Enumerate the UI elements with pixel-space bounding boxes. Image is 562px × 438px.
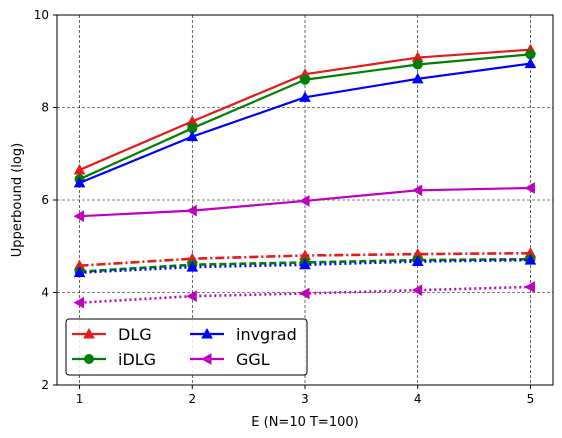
series-point xyxy=(524,57,537,69)
y-tick-label: 8 xyxy=(41,101,49,115)
x-tick-label: 4 xyxy=(414,392,422,406)
series-point xyxy=(73,266,86,278)
series-point xyxy=(412,59,423,70)
series-point xyxy=(524,254,537,265)
x-tick-label: 2 xyxy=(188,392,196,406)
legend-marker xyxy=(200,353,212,365)
series-7 xyxy=(73,281,535,309)
legend-marker xyxy=(84,354,94,364)
series-point xyxy=(73,176,86,188)
series-point xyxy=(186,204,197,217)
series-6 xyxy=(73,254,537,278)
legend-label: DLG xyxy=(118,325,152,344)
series-point xyxy=(186,261,199,272)
legend-marker xyxy=(201,327,213,339)
series-point xyxy=(524,182,535,194)
legend-marker xyxy=(83,327,95,339)
ticks: 1 2 3 4 5 2 4 6 8 10 xyxy=(34,8,535,406)
legend-label: iDLG xyxy=(118,350,156,369)
legend: DLG iDLG invgrad GGL xyxy=(65,318,308,376)
series-point xyxy=(186,130,199,142)
x-axis-label: E (N=10 T=100) xyxy=(251,415,358,430)
legend-box xyxy=(65,318,308,376)
series-point xyxy=(524,281,535,293)
x-tick-label: 1 xyxy=(76,392,84,406)
y-tick-label: 4 xyxy=(41,286,49,300)
series-2 xyxy=(73,57,537,188)
series-point xyxy=(525,49,536,60)
series-point xyxy=(73,163,86,175)
series-point xyxy=(300,74,310,85)
series-3 xyxy=(73,182,535,223)
series-point xyxy=(186,290,197,303)
series-point xyxy=(298,195,310,207)
y-tick-label: 6 xyxy=(41,193,49,207)
series-point xyxy=(73,210,85,223)
x-tick-label: 5 xyxy=(527,392,535,406)
series-point xyxy=(299,258,311,270)
series-point xyxy=(411,255,424,267)
legend-label: GGL xyxy=(236,350,270,369)
x-tick-label: 3 xyxy=(301,392,309,406)
series-point xyxy=(299,91,311,102)
series-point xyxy=(298,287,310,300)
y-axis-label: Upperbound (log) xyxy=(10,143,25,257)
legend-label: invgrad xyxy=(236,325,297,344)
series-point xyxy=(73,296,85,309)
y-tick-label: 10 xyxy=(34,8,49,22)
series-point xyxy=(411,72,424,84)
series-layer xyxy=(73,43,537,309)
series-0 xyxy=(73,43,537,175)
y-tick-label: 2 xyxy=(41,378,49,392)
series-point xyxy=(411,184,423,197)
series-point xyxy=(411,284,423,297)
